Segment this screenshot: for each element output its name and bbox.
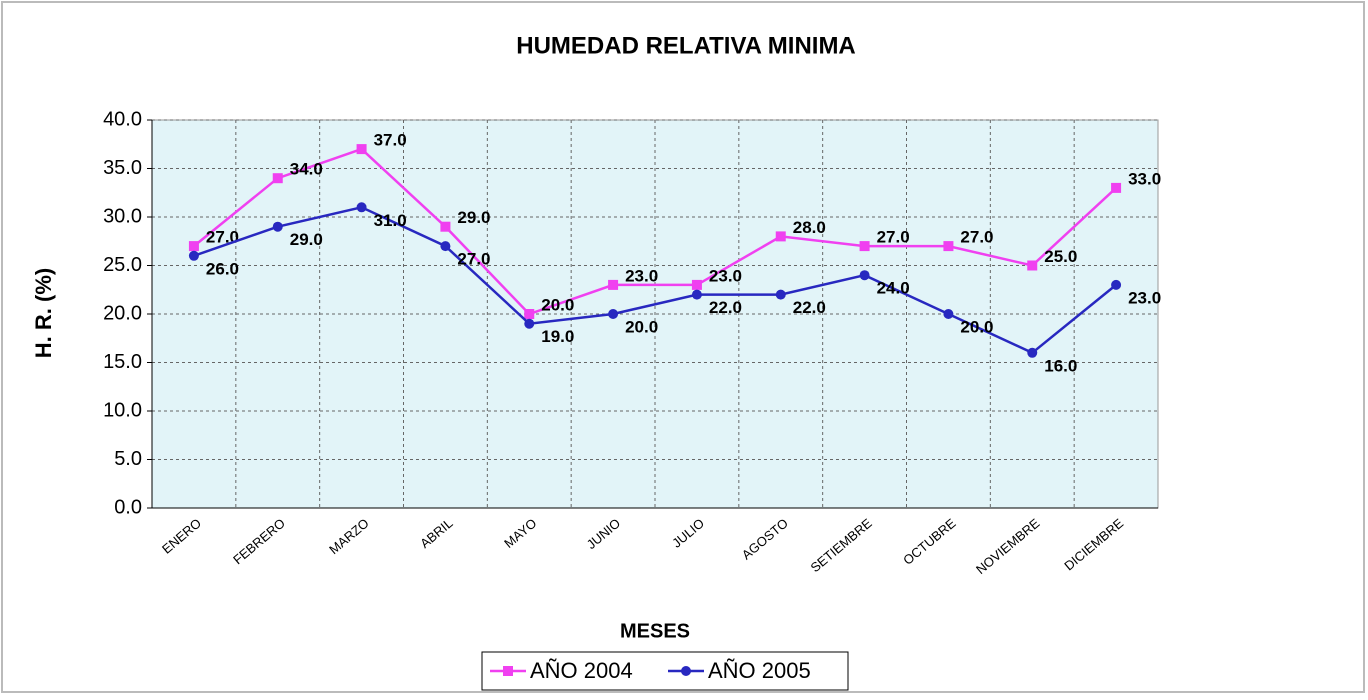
data-point (943, 309, 954, 319)
data-point (608, 279, 619, 290)
data-label: 19.0 (541, 327, 574, 346)
data-label: 26.0 (206, 259, 239, 278)
data-label: 28.0 (793, 218, 826, 237)
data-label: 29.0 (290, 230, 323, 249)
data-point (608, 309, 619, 319)
data-point (859, 241, 870, 252)
y-tick-label: 15.0 (103, 351, 142, 373)
y-tick-label: 25.0 (103, 254, 142, 276)
data-label: 34.0 (290, 160, 323, 179)
data-point (691, 279, 702, 290)
data-label: 27.0 (206, 228, 239, 247)
data-point (272, 173, 283, 184)
y-tick-label: 10.0 (103, 399, 142, 421)
data-point (524, 309, 535, 319)
data-label: 29.0 (457, 208, 490, 227)
data-point (188, 241, 199, 252)
legend-box (481, 651, 849, 691)
data-point (1027, 260, 1038, 271)
data-label: 16.0 (1044, 356, 1077, 375)
data-point (1111, 182, 1122, 193)
chart-title: HUMEDAD RELATIVA MINIMA (516, 32, 856, 59)
data-point (775, 289, 786, 300)
data-label: 27.0 (960, 228, 993, 247)
y-tick-label: 30.0 (103, 205, 142, 227)
data-label: 23.0 (709, 266, 742, 285)
data-label: 22.0 (793, 298, 826, 317)
data-label: 20.0 (541, 295, 574, 314)
data-label: 33.0 (1128, 169, 1161, 188)
data-point (691, 289, 702, 300)
legend-marker (503, 666, 513, 676)
data-point (859, 270, 870, 281)
data-label: 23.0 (625, 266, 658, 285)
data-point (1111, 279, 1122, 290)
x-axis-title: MESES (620, 620, 690, 642)
data-label: 37.0 (374, 131, 407, 150)
data-point (775, 231, 786, 242)
data-label: 23.0 (1128, 288, 1161, 307)
series-line (193, 147, 1117, 316)
data-label: 25.0 (1044, 247, 1077, 266)
data-label: 22.0 (709, 298, 742, 317)
legend-marker (681, 666, 691, 676)
y-axis-title: H. R. (%) (31, 268, 56, 358)
data-point (356, 202, 367, 213)
y-tick-label: 5.0 (114, 448, 142, 470)
legend-label: AÑO 2004 (530, 658, 633, 683)
data-point (440, 221, 451, 232)
data-label: 31.0 (374, 211, 407, 230)
data-point (188, 250, 199, 261)
y-tick-label: 40.0 (103, 108, 142, 130)
data-label: 27.0 (457, 250, 490, 269)
y-tick-label: 0.0 (114, 496, 142, 518)
legend: AÑO 2004 AÑO 2005 (481, 651, 849, 691)
y-tick-label: 35.0 (103, 157, 142, 179)
data-label: 20.0 (960, 317, 993, 336)
y-tick-label: 20.0 (103, 302, 142, 324)
data-label: 24.0 (877, 279, 910, 298)
data-label: 20.0 (625, 317, 658, 336)
data-point (943, 241, 954, 252)
series-line (193, 205, 1117, 355)
data-label: 27.0 (877, 228, 910, 247)
data-point (356, 144, 367, 155)
data-point (1027, 347, 1038, 358)
data-point (272, 221, 283, 232)
legend-label: AÑO 2005 (708, 658, 811, 683)
data-point (524, 318, 535, 329)
data-point (440, 241, 451, 252)
